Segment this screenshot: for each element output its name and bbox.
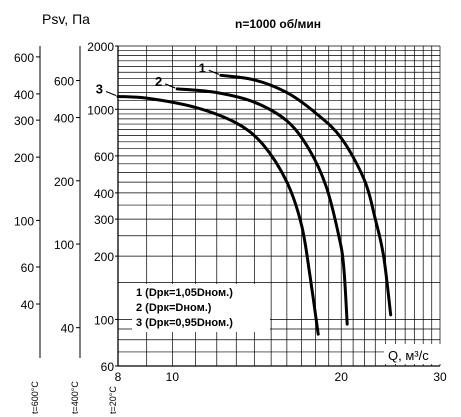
grid: 60 100 200 300 400 600 1000 2000 8 10 20 30 [87,40,447,384]
series-line-3 [116,95,320,336]
series-number-label-1: 1 [199,60,206,75]
y-tick-label: 100 [94,313,114,327]
series-number-label-2: 2 [155,74,162,89]
aux-tick-label: 300 [14,114,34,128]
legend: 1 (Dрк=1,05Dном.) 2 (Dрк=Dном.) 3 (Dрк=0… [132,284,270,332]
y-tick-label: 200 [94,250,114,264]
aux-tick-label: 60 [21,261,35,275]
aux-axis-name: t=20°C [108,386,118,414]
legend-entry-2: 2 (Dрк=Dном.) [136,302,212,314]
y-tick-label: 1000 [87,103,114,117]
legend-entry-3: 3 (Dрк=0,95Dном.) [136,317,233,329]
aux-tick-label: 40 [61,322,75,336]
aux-axis-name: t=600°C [30,381,40,414]
aux-axis-name: t=400°C [70,381,80,414]
x-tick-label: 8 [115,370,122,384]
aux-tick-label: 400 [54,112,74,126]
y-tick-label: 300 [94,213,114,227]
chart-title: n=1000 об/мин [235,17,321,31]
y-tick-label: 60 [101,360,115,374]
aux-tick-label: 200 [54,175,74,189]
series-leader-line [208,69,220,75]
x-axis-label: Q, м³/с [388,348,429,363]
aux-tick-label: 600 [14,51,34,65]
aux-tick-label: 40 [21,298,35,312]
x-label-background [384,344,442,364]
x-tick-label: 10 [166,370,180,384]
x-tick-label: 30 [433,370,447,384]
curves: 1 2 3 [96,60,393,336]
y-tick-label: 2000 [87,40,114,54]
aux-tick-label: 600 [54,75,74,89]
series-number-label-3: 3 [96,82,103,97]
series-leader-line [164,83,176,89]
legend-background [132,284,270,332]
y-tick-label: 600 [94,150,114,164]
y-axis-label: Psv, Па [42,11,90,27]
aux-tick-label: 200 [14,151,34,165]
aux-tick-label: 100 [14,214,34,228]
legend-entry-1: 1 (Dрк=1,05Dном.) [136,287,233,299]
aux-tick-label: 400 [14,88,34,102]
x-tick-label: 20 [335,370,349,384]
series-line-2 [175,87,349,326]
auxiliary-pressure-axes: 40 60 100 200 300 400 600 t=600°C 40 100 200 400 600… [14,46,118,414]
aux-tick-label: 100 [54,238,74,252]
series-leader-line [105,90,117,97]
series-line-1 [219,73,393,317]
y-tick-label: 400 [94,187,114,201]
